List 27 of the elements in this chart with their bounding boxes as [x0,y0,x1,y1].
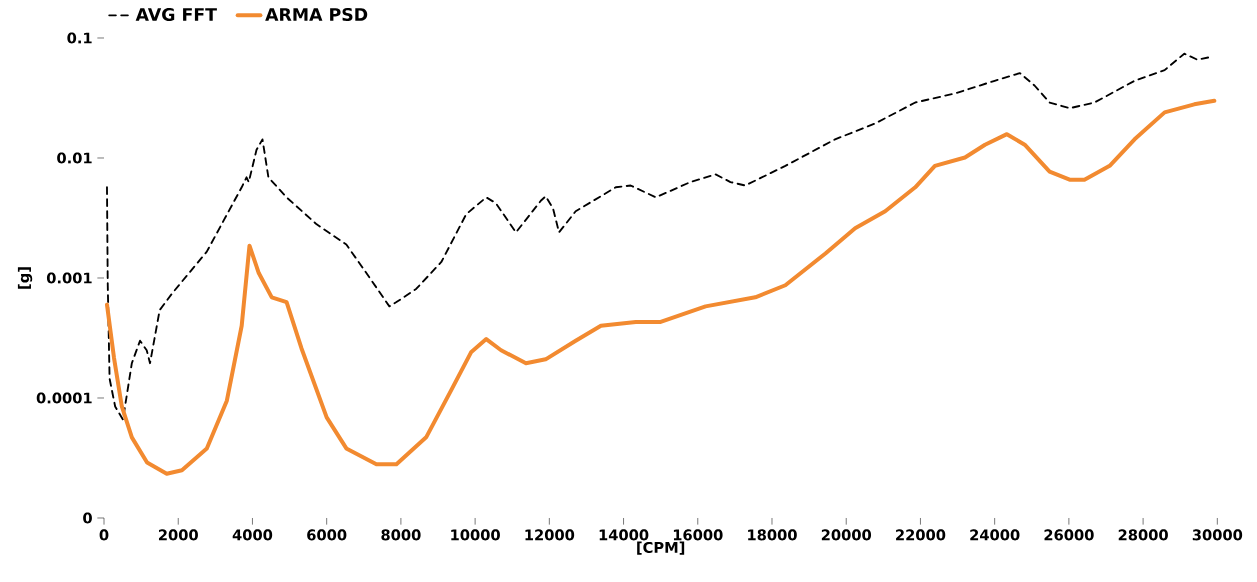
x-tick-label: 28000 [1118,529,1168,541]
x-tick-label: 30000 [1192,529,1243,541]
x-tick-label: 18000 [748,529,797,541]
x-tick-label: 22000 [896,529,946,541]
y-tick-label: 0 [83,512,92,524]
x-tick-label: 20000 [821,529,872,541]
y-tick-label: 0.0001 [36,392,92,404]
x-tick-label: 4000 [232,529,273,541]
x-tick-label: 0 [99,529,109,541]
y-axis-title: [g] [17,267,33,289]
x-tick-label: 10000 [451,529,500,541]
y-tick-label: 0.01 [57,152,92,164]
y-tick-label: 0.001 [46,272,92,284]
x-axis-title: [CPM] [637,541,685,555]
y-tick-label: 0.1 [67,32,92,44]
x-tick-label: 14000 [599,529,649,541]
x-tick-label: 6000 [307,529,347,541]
x-tick-label: 12000 [525,529,575,541]
x-tick-label: 24000 [970,529,1020,541]
legend-label: ARMA PSD [265,7,368,22]
line-series [104,98,1217,476]
line-series [106,52,1211,421]
x-tick-label: 16000 [673,529,723,541]
x-tick-label: 8000 [381,529,421,541]
legend-label: AVG FFT [135,7,217,22]
x-tick-label: 26000 [1044,529,1094,541]
x-tick-label: 2000 [158,529,198,541]
